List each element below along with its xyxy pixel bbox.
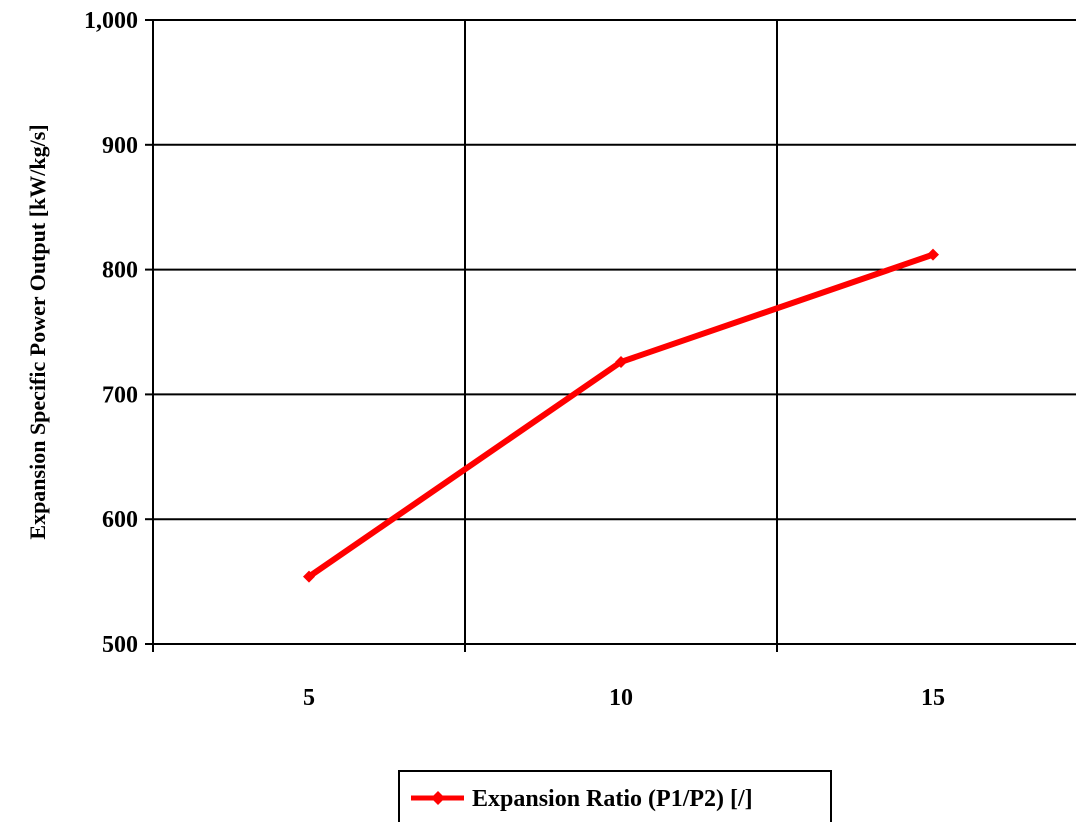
y-tick-label: 1,000	[84, 8, 138, 34]
data-point-marker	[303, 570, 315, 583]
data-point-marker	[615, 355, 627, 368]
y-tick-label: 800	[102, 258, 138, 284]
y-tick-labels: 500 600 700 800 900 1,000	[84, 8, 138, 658]
x-tick-label: 15	[921, 685, 945, 711]
legend: Expansion Ratio (P1/P2) [/]	[398, 770, 832, 824]
legend-box	[398, 770, 832, 824]
data-point-marker	[927, 248, 939, 261]
y-axis-title: Expansion Specific Power Output [kW/kg/s…	[25, 124, 50, 539]
y-tick-label: 700	[102, 382, 138, 408]
x-tick-label: 5	[303, 685, 315, 711]
x-tick-labels: 5 10 15	[303, 685, 945, 711]
legend-marker-swatch	[431, 791, 445, 805]
x-tick-label: 10	[609, 685, 633, 711]
series-line	[307, 251, 934, 580]
grid	[153, 19, 1076, 644]
axes	[145, 19, 1076, 652]
y-tick-label: 600	[102, 507, 138, 533]
series	[303, 248, 939, 583]
legend-label: Expansion Ratio (P1/P2) [/]	[472, 786, 753, 812]
y-tick-label: 500	[102, 632, 138, 658]
y-tick-label: 900	[102, 133, 138, 159]
